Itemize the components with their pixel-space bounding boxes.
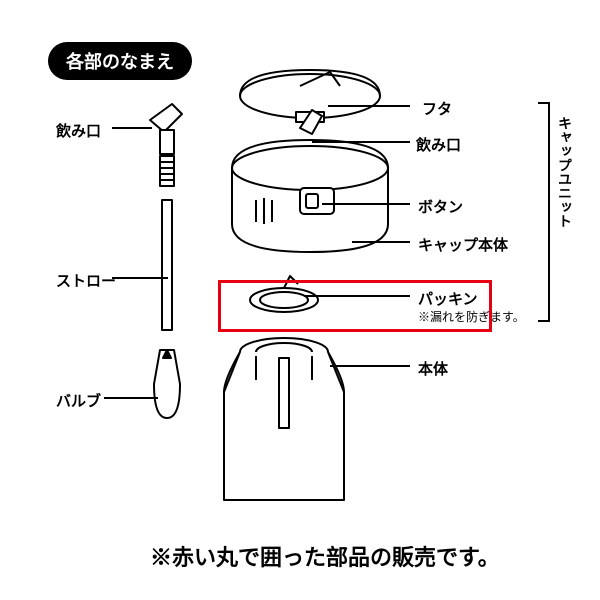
label-nomikuchi-left: 飲み口 [56, 120, 101, 141]
label-body: 本体 [418, 358, 448, 379]
footer-note: ※赤い丸で囲った部品の販売です。 [150, 540, 500, 572]
cap-unit-bracket [538, 102, 550, 322]
label-nomikuchi-right: 飲み口 [416, 134, 461, 155]
label-cap-unit: キャップユニット [555, 116, 575, 228]
label-futa: フタ [422, 98, 452, 119]
label-cap-body: キャップ本体 [418, 234, 508, 255]
parts-diagram [0, 0, 600, 520]
label-valve: バルブ [56, 390, 101, 411]
label-straw: ストロー [56, 270, 116, 291]
label-button: ボタン [418, 196, 463, 217]
highlight-box [218, 280, 492, 332]
